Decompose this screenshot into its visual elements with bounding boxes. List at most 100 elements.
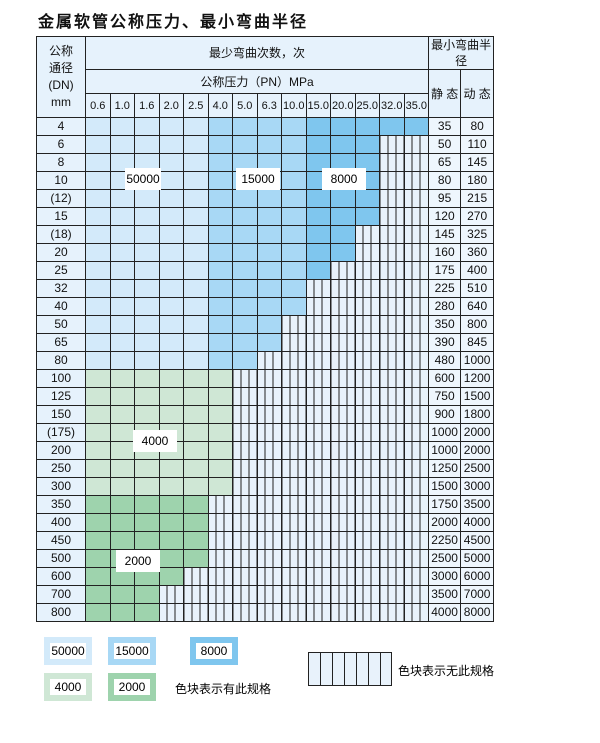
- dn-cell: 500: [36, 549, 86, 568]
- spec-cell-unavailable: [330, 315, 356, 334]
- spec-cell-unavailable: [379, 153, 405, 172]
- spec-cell-available: [183, 135, 209, 154]
- spec-cell-unavailable: [354, 261, 380, 280]
- spec-cell-available: [256, 261, 282, 280]
- spec-cell-available: [109, 369, 135, 388]
- spec-cell-unavailable: [403, 549, 430, 568]
- spec-cell-available: [158, 279, 184, 298]
- spec-cell-unavailable: [403, 279, 430, 298]
- spec-cell-available: [232, 225, 258, 244]
- spec-cell-available: [281, 279, 307, 298]
- dynamic-radius-cell: 2500: [460, 459, 495, 478]
- spec-cell-unavailable: [403, 261, 430, 280]
- spec-cell-unavailable: [281, 477, 307, 496]
- table-row: (18) 145 325: [36, 225, 495, 244]
- dn-cell: 150: [36, 405, 86, 424]
- spec-cell-unavailable: [207, 495, 233, 514]
- spec-cell-available: [85, 315, 111, 334]
- spec-cell-unavailable: [305, 531, 331, 550]
- spec-cell-unavailable: [379, 189, 405, 208]
- spec-cell-available: [85, 153, 111, 172]
- spec-cell-available: [183, 207, 209, 226]
- spec-cell-available: [305, 189, 331, 208]
- spec-cell-available: [134, 261, 160, 280]
- spec-cell-unavailable: [256, 531, 282, 550]
- spec-cell-available: [232, 279, 258, 298]
- dynamic-radius-cell: 845: [460, 333, 495, 352]
- spec-cell-unavailable: [232, 495, 258, 514]
- pressure-col-header: 20.0: [330, 93, 356, 118]
- table-row: (12) 95 215: [36, 189, 495, 208]
- spec-cell-unavailable: [281, 405, 307, 424]
- spec-cell-available: [232, 351, 258, 370]
- legend-50000: 50000: [44, 637, 92, 665]
- spec-cell-available: [134, 603, 160, 622]
- legend-4000: 4000: [44, 673, 92, 701]
- spec-cell-available: [207, 243, 233, 262]
- spec-cell-unavailable: [403, 405, 430, 424]
- spec-cell-unavailable: [354, 369, 380, 388]
- spec-cell-unavailable: [330, 513, 356, 532]
- spec-cell-unavailable: [330, 549, 356, 568]
- spec-cell-available: [158, 513, 184, 532]
- table-row: 500 2500 5000: [36, 549, 495, 568]
- spec-cell-unavailable: [281, 567, 307, 586]
- radius-header: 最小弯曲半径: [428, 36, 495, 70]
- dn-cell: 25: [36, 261, 86, 280]
- spec-cell-unavailable: [379, 495, 405, 514]
- dynamic-radius-cell: 1500: [460, 387, 495, 406]
- spec-cell-unavailable: [379, 171, 405, 190]
- static-radius-cell: 2250: [428, 531, 462, 550]
- spec-cell-unavailable: [305, 549, 331, 568]
- spec-cell-unavailable: [354, 297, 380, 316]
- spec-cell-available: [207, 423, 233, 442]
- spec-cell-available: [109, 243, 135, 262]
- spec-cell-available: [158, 495, 184, 514]
- dn-cell: 50: [36, 315, 86, 334]
- spec-cell-available: [281, 171, 307, 190]
- spec-cell-unavailable: [354, 567, 380, 586]
- spec-cell-unavailable: [354, 351, 380, 370]
- spec-cell-available: [134, 387, 160, 406]
- spec-cell-unavailable: [207, 513, 233, 532]
- dn-cell: (18): [36, 225, 86, 244]
- spec-cell-available: [158, 405, 184, 424]
- spec-cell-available: [158, 369, 184, 388]
- static-radius-cell: 2500: [428, 549, 462, 568]
- spec-cell-available: [109, 117, 135, 136]
- spec-cell-available: [330, 225, 356, 244]
- dynamic-radius-cell: 325: [460, 225, 495, 244]
- spec-cell-unavailable: [379, 459, 405, 478]
- spec-cell-unavailable: [256, 585, 282, 604]
- table-row: 25 175 400: [36, 261, 495, 280]
- spec-cell-available: [207, 315, 233, 334]
- spec-cell-unavailable: [354, 387, 380, 406]
- spec-cell-available: [109, 279, 135, 298]
- table-row: 32 225 510: [36, 279, 495, 298]
- spec-cell-available: [232, 297, 258, 316]
- pressure-col-header: 5.0: [232, 93, 258, 118]
- spec-cell-unavailable: [256, 351, 282, 370]
- spec-cell-unavailable: [232, 513, 258, 532]
- dn-header: 公称 通径 (DN) mm: [36, 36, 86, 118]
- spec-cell-unavailable: [354, 459, 380, 478]
- spec-cell-unavailable: [232, 531, 258, 550]
- spec-cell-available: [109, 207, 135, 226]
- dynamic-radius-cell: 640: [460, 297, 495, 316]
- pressure-col-header: 1.0: [109, 93, 135, 118]
- spec-cell-available: [158, 243, 184, 262]
- spec-cell-available: [232, 243, 258, 262]
- spec-cell-available: [109, 441, 135, 460]
- spec-cell-available: [256, 333, 282, 352]
- spec-cell-available: [85, 423, 111, 442]
- pressure-col-header: 25.0: [354, 93, 380, 118]
- spec-cell-available: [354, 135, 380, 154]
- dynamic-radius-cell: 145: [460, 153, 495, 172]
- spec-cell-available: [281, 189, 307, 208]
- spec-cell-unavailable: [354, 243, 380, 262]
- spec-cell-unavailable: [403, 153, 430, 172]
- dynamic-radius-cell: 7000: [460, 585, 495, 604]
- spec-cell-available: [256, 189, 282, 208]
- spec-cell-available: [183, 387, 209, 406]
- spec-cell-available: [134, 117, 160, 136]
